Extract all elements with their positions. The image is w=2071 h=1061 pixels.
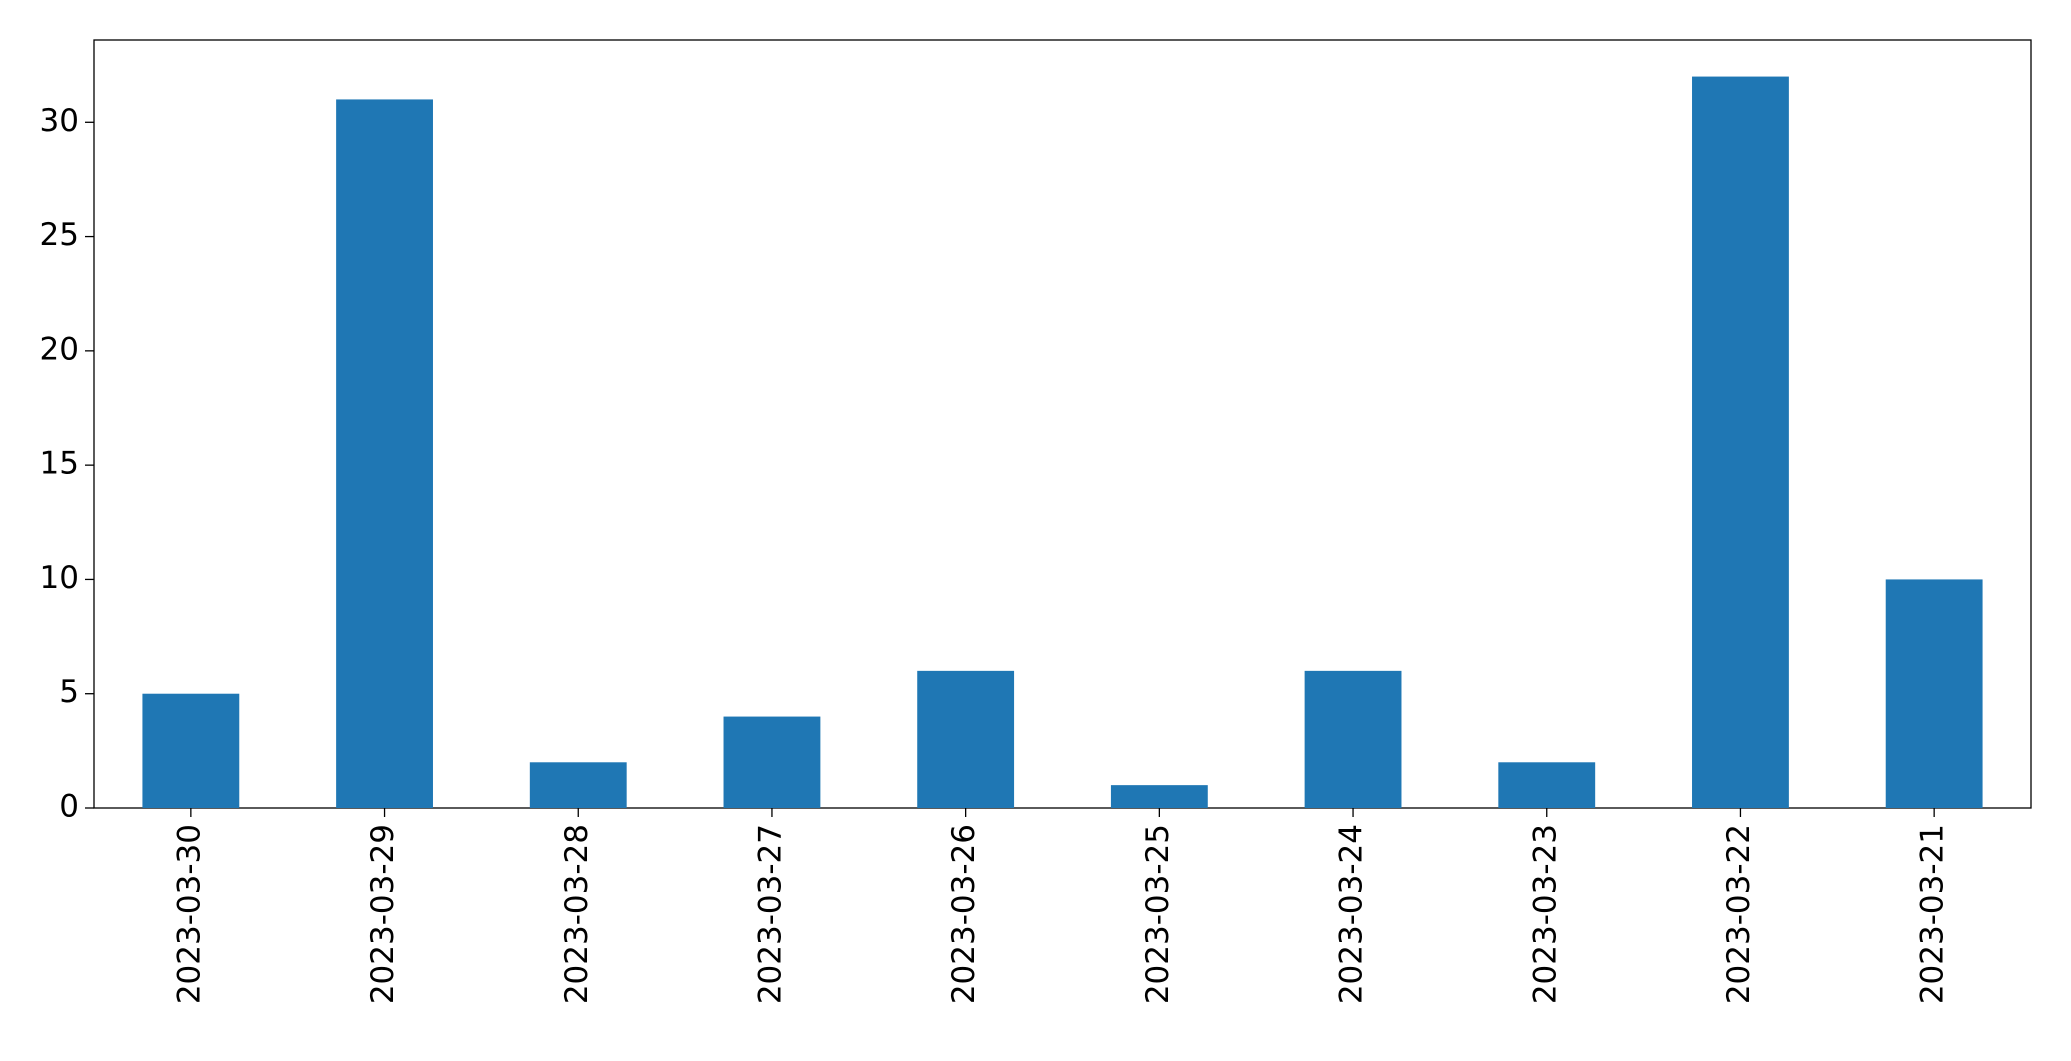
- x-tick-label: 2023-03-21: [1915, 824, 1951, 1004]
- x-tick-label: 2023-03-28: [559, 824, 595, 1004]
- y-tick-label: 15: [40, 446, 79, 482]
- bar: [142, 693, 240, 808]
- x-tick-label: 2023-03-26: [946, 824, 982, 1004]
- y-tick-label: 10: [40, 560, 79, 596]
- bar: [1885, 579, 1983, 808]
- y-tick-label: 0: [59, 789, 79, 825]
- x-tick-label: 2023-03-29: [365, 824, 401, 1004]
- y-tick-label: 5: [59, 674, 79, 710]
- x-tick-label: 2023-03-22: [1721, 824, 1757, 1004]
- bar: [529, 762, 627, 808]
- y-tick-label: 25: [40, 217, 79, 253]
- plot-frame: [93, 39, 2032, 809]
- y-tick-label: 20: [40, 331, 79, 367]
- x-tick-label: 2023-03-27: [752, 824, 788, 1004]
- bar: [336, 99, 433, 808]
- x-tick-label: 2023-03-30: [171, 824, 207, 1004]
- bar: [1110, 785, 1208, 808]
- bar: [723, 716, 821, 808]
- bar: [917, 670, 1015, 808]
- x-tick-label: 2023-03-25: [1140, 824, 1176, 1004]
- bar: [1304, 670, 1402, 808]
- y-tick-label: 30: [40, 103, 79, 139]
- bar: [1498, 762, 1596, 808]
- bar: [1692, 76, 1789, 809]
- x-tick-label: 2023-03-24: [1334, 824, 1370, 1004]
- x-tick-label: 2023-03-23: [1527, 824, 1563, 1004]
